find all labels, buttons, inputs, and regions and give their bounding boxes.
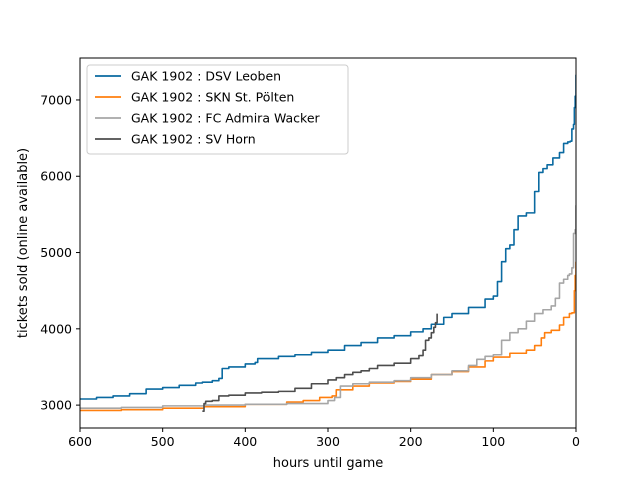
x-tick-label: 400 xyxy=(233,434,257,449)
series-line-4 xyxy=(202,313,438,413)
legend-label: GAK 1902 : SV Horn xyxy=(131,132,256,147)
series-line-3 xyxy=(80,205,576,409)
plot-area xyxy=(80,74,576,413)
y-tick-label: 7000 xyxy=(40,92,72,107)
x-tick-label: 300 xyxy=(316,434,340,449)
legend-label: GAK 1902 : FC Admira Wacker xyxy=(131,111,321,126)
series-line-1 xyxy=(80,74,576,400)
y-tick-label: 4000 xyxy=(40,321,72,336)
x-tick-label: 200 xyxy=(399,434,423,449)
y-tick-label: 3000 xyxy=(40,398,72,413)
x-tick-label: 500 xyxy=(151,434,175,449)
legend-box xyxy=(86,64,349,155)
y-axis-label: tickets sold (online available) xyxy=(16,148,31,338)
x-axis-label: hours until game xyxy=(273,456,384,471)
legend-label: GAK 1902 : SKN St. Pölten xyxy=(131,90,294,105)
y-tick-label: 5000 xyxy=(40,245,72,260)
series-lines xyxy=(80,74,576,413)
x-tick-label: 100 xyxy=(481,434,505,449)
x-tick-label: 600 xyxy=(68,434,92,449)
x-tick-label: 0 xyxy=(572,434,580,449)
y-tick-label: 6000 xyxy=(40,169,72,184)
legend-label: GAK 1902 : DSV Leoben xyxy=(131,69,281,84)
axes: 600 500 400 300 200 100 0 3000 4000 5000 6000 7000 xyxy=(40,57,580,449)
legend: GAK 1902 : DSV Leoben GAK 1902 : SKN St. … xyxy=(86,64,349,155)
